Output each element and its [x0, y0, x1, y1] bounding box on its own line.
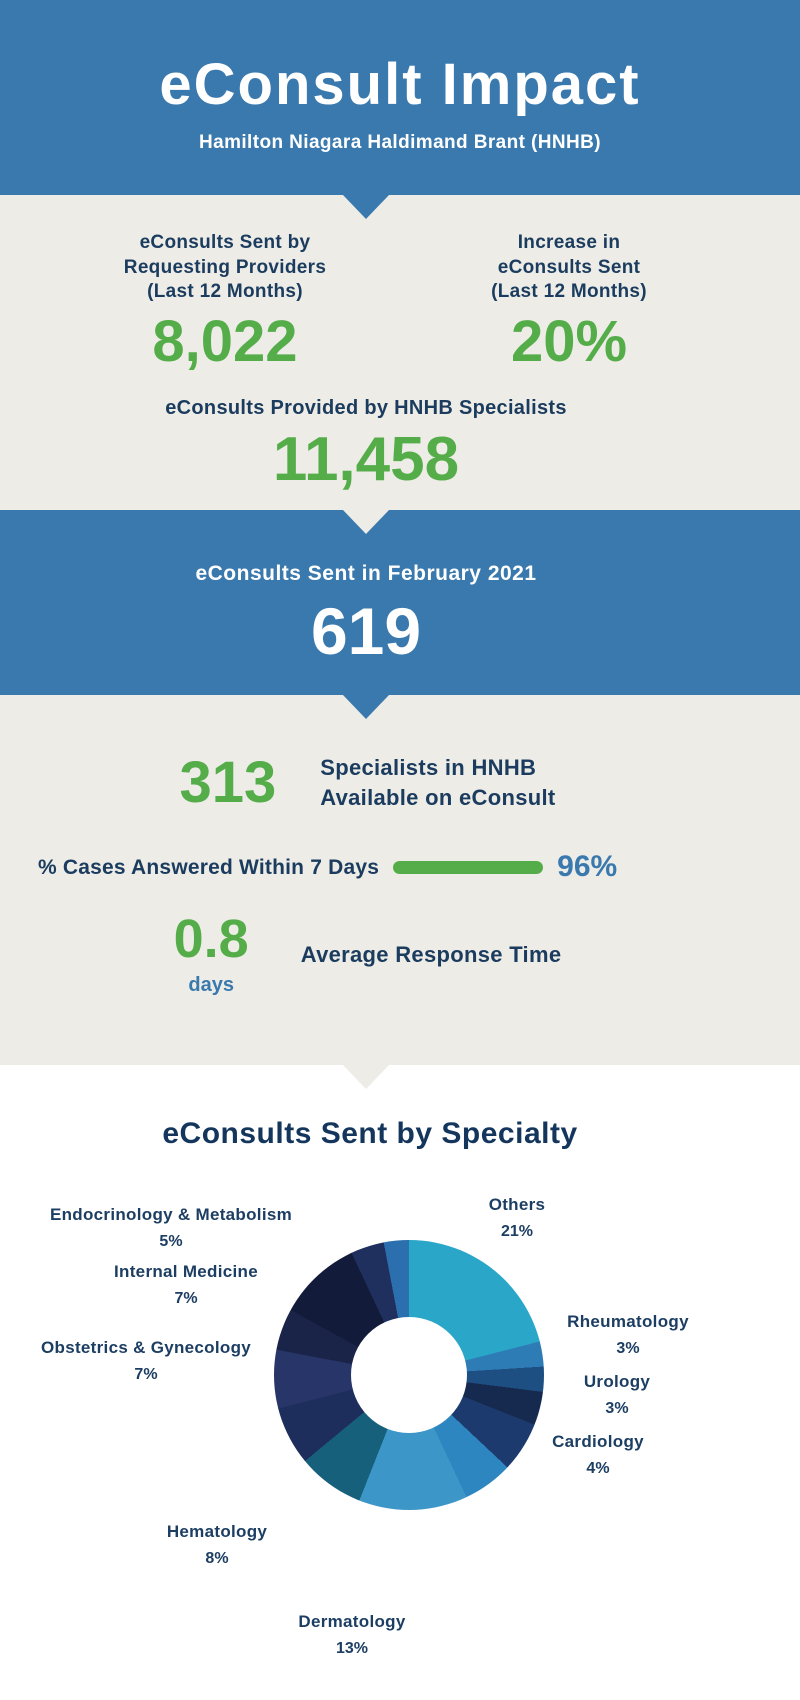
stat-response-value: 0.8: [173, 909, 249, 970]
slice-pct: 3%: [605, 1400, 629, 1417]
slice-name: Internal Medicine: [114, 1262, 258, 1281]
stat-response-label: Average Response Time: [300, 941, 562, 967]
label-line: Available on eConsult: [320, 784, 556, 810]
chart-label-rheumatology: Rheumatology 3%: [567, 1312, 689, 1358]
slice-name: Dermatology: [298, 1612, 406, 1631]
down-arrow-icon: [343, 195, 389, 219]
chart-label-cardiology: Cardiology 4%: [552, 1432, 644, 1478]
stat-response-unit: days: [188, 974, 234, 997]
down-arrow-icon: [343, 695, 389, 719]
chart-label-dermatology: Dermatology 13%: [298, 1612, 405, 1658]
top-stats-columns: eConsults Sent by Requesting Providers (…: [0, 231, 800, 371]
chart-label-internal-medicine: Internal Medicine 7%: [114, 1262, 258, 1308]
banner-label: eConsults Sent in February 2021: [195, 562, 537, 585]
top-stats-section: eConsults Sent by Requesting Providers (…: [0, 195, 800, 510]
down-arrow-icon: [343, 510, 389, 534]
stat-increase-value: 20%: [510, 309, 628, 375]
header-banner: eConsult Impact Hamilton Niagara Haldima…: [0, 0, 800, 195]
label-line: eConsults Sent by: [139, 232, 311, 253]
page-title: eConsult Impact: [159, 52, 641, 117]
stat-answered-label: % Cases Answered Within 7 Days: [38, 855, 380, 879]
slice-pct: 8%: [205, 1550, 229, 1567]
stat-specialists-label: Specialists in HNHB Available on eConsul…: [320, 753, 555, 812]
label-line: Requesting Providers: [123, 256, 327, 278]
stat-increase: Increase in eConsults Sent (Last 12 Mont…: [424, 231, 714, 371]
slice-pct: 7%: [134, 1366, 158, 1383]
stat-specialists: 313 Specialists in HNHB Available on eCo…: [0, 753, 735, 812]
slice-name: Urology: [583, 1372, 651, 1391]
slice-pct: 7%: [174, 1290, 198, 1307]
donut-chart-area: Others 21% Rheumatology 3% Urology 3% Ca…: [0, 1160, 800, 1700]
specialty-chart-section: eConsults Sent by Specialty Others 21% R…: [0, 1065, 800, 1700]
label-line: (Last 12 Months): [147, 281, 303, 303]
label-line: Specialists in HNHB: [320, 755, 537, 780]
label-line: Increase in: [517, 232, 621, 253]
chart-label-hematology: Hematology 8%: [167, 1522, 267, 1568]
slice-pct: 3%: [616, 1340, 640, 1357]
stat-specialists-value: 313: [179, 749, 277, 815]
slice-name: Obstetrics & Gynecology: [40, 1338, 252, 1357]
slice-pct: 13%: [335, 1640, 369, 1657]
mid-stats-section: 313 Specialists in HNHB Available on eCo…: [0, 695, 800, 1065]
slice-pct: 4%: [586, 1460, 610, 1477]
chart-label-endocrinology-metabolism: Endocrinology & Metabolism 5%: [50, 1205, 292, 1251]
stat-response: 0.8 days Average Response Time: [0, 912, 735, 997]
slice-name: Endocrinology & Metabolism: [49, 1205, 293, 1224]
slice-name: Hematology: [166, 1522, 268, 1541]
stat-increase-label: Increase in eConsults Sent (Last 12 Mont…: [424, 231, 714, 305]
chart-title: eConsults Sent by Specialty: [162, 1117, 578, 1150]
stat-provided-label: eConsults Provided by HNHB Specialists: [165, 397, 567, 420]
banner-value: 619: [310, 594, 422, 668]
stat-econsults-sent-value: 8,022: [152, 309, 298, 375]
chart-label-urology: Urology 3%: [584, 1372, 650, 1418]
stat-response-value-block: 0.8 days: [174, 912, 249, 997]
page-subtitle: Hamilton Niagara Haldimand Brant (HNHB): [199, 132, 601, 153]
slice-name: Rheumatology: [567, 1312, 689, 1331]
stat-econsults-sent: eConsults Sent by Requesting Providers (…: [40, 231, 410, 371]
progress-bar: [393, 860, 544, 874]
stat-provided-value: 11,458: [272, 425, 460, 495]
slice-name: Others: [488, 1195, 546, 1214]
slice-pct: 21%: [500, 1223, 534, 1240]
stat-answered: % Cases Answered Within 7 Days 96%: [0, 852, 798, 882]
slice-name: Cardiology: [552, 1432, 644, 1451]
stat-econsults-sent-label: eConsults Sent by Requesting Providers (…: [40, 231, 410, 305]
february-banner-section: eConsults Sent in February 2021 619: [0, 510, 800, 695]
slice-pct: 5%: [159, 1233, 183, 1250]
label-line: (Last 12 Months): [491, 281, 647, 303]
stat-answered-value: 96%: [557, 850, 618, 884]
chart-label-others: Others 21%: [489, 1195, 546, 1241]
donut-hole: [351, 1317, 467, 1433]
label-line: eConsults Sent: [497, 256, 641, 278]
down-arrow-icon: [343, 1065, 389, 1089]
chart-label-obstetrics-gynecology: Obstetrics & Gynecology 7%: [41, 1338, 251, 1384]
stat-provided: eConsults Provided by HNHB Specialists 1…: [0, 395, 732, 491]
donut-chart: [274, 1240, 544, 1510]
